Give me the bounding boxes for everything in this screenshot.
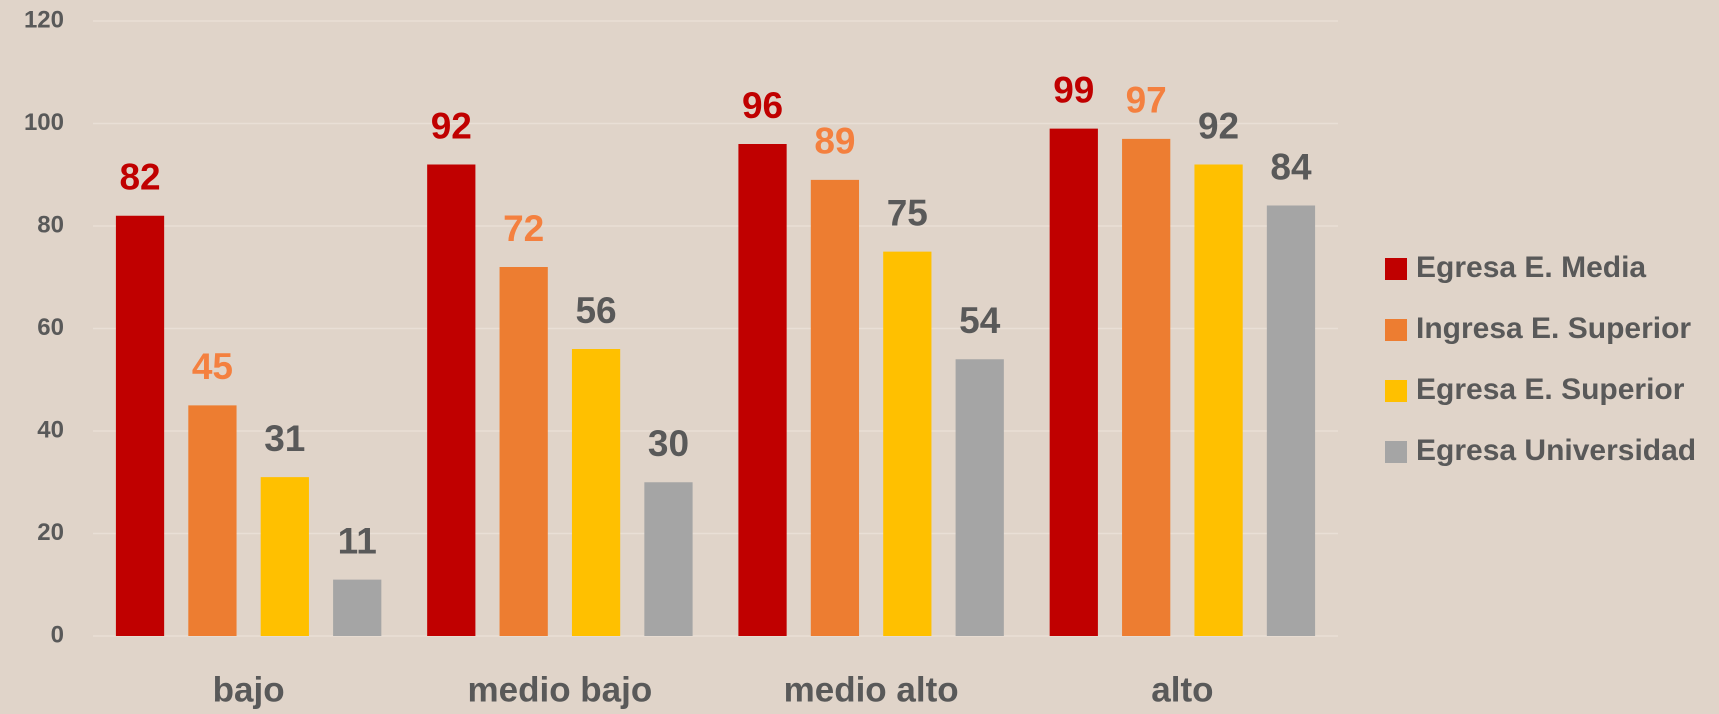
bar	[644, 482, 693, 636]
bar	[810, 179, 860, 636]
bar	[499, 267, 548, 636]
legend-label: Egresa E. Superior	[1416, 373, 1685, 406]
data-label: 72	[503, 208, 544, 249]
legend-swatch	[1385, 441, 1407, 463]
legend-label: Egresa E. Media	[1416, 251, 1646, 284]
bar	[427, 164, 476, 636]
x-tick-label: bajo	[213, 670, 285, 709]
bar	[883, 251, 932, 636]
bar	[333, 579, 382, 636]
x-tick-label: alto	[1151, 670, 1213, 709]
bar	[1122, 138, 1171, 636]
x-tick-label: medio alto	[784, 670, 959, 709]
data-label: 31	[264, 418, 305, 459]
data-label: 45	[192, 346, 233, 387]
data-label: 82	[119, 157, 160, 198]
bar	[260, 477, 309, 636]
data-label: 92	[431, 105, 472, 146]
y-tick-label: 100	[24, 109, 64, 136]
y-tick-label: 80	[37, 211, 64, 238]
legend-swatch	[1385, 319, 1407, 341]
bar	[115, 215, 165, 636]
legend-label: Ingresa E. Superior	[1416, 312, 1691, 345]
bar	[1049, 128, 1098, 636]
data-label: 56	[575, 290, 616, 331]
data-label: 97	[1126, 80, 1167, 121]
data-label: 11	[338, 520, 377, 561]
data-label: 54	[959, 300, 1001, 341]
data-label: 84	[1270, 146, 1312, 187]
x-tick-label: medio bajo	[468, 670, 653, 709]
legend-swatch	[1385, 380, 1407, 402]
y-tick-label: 40	[37, 416, 64, 443]
y-tick-label: 20	[37, 519, 64, 546]
data-label: 99	[1053, 69, 1094, 110]
bar	[955, 359, 1004, 636]
data-label: 30	[648, 423, 689, 464]
legend-label: Egresa Universidad	[1416, 434, 1696, 467]
y-tick-label: 120	[24, 6, 64, 33]
data-label: 92	[1198, 105, 1239, 146]
data-label: 75	[887, 192, 928, 233]
data-label: 96	[742, 85, 783, 126]
legend-swatch	[1385, 258, 1407, 280]
y-tick-label: 60	[37, 314, 64, 341]
bar	[738, 144, 787, 636]
y-tick-label: 0	[51, 621, 64, 648]
bar	[571, 349, 621, 636]
data-label: 89	[814, 121, 855, 162]
bar	[1266, 205, 1316, 636]
bar	[1194, 164, 1243, 636]
bar	[188, 405, 237, 636]
